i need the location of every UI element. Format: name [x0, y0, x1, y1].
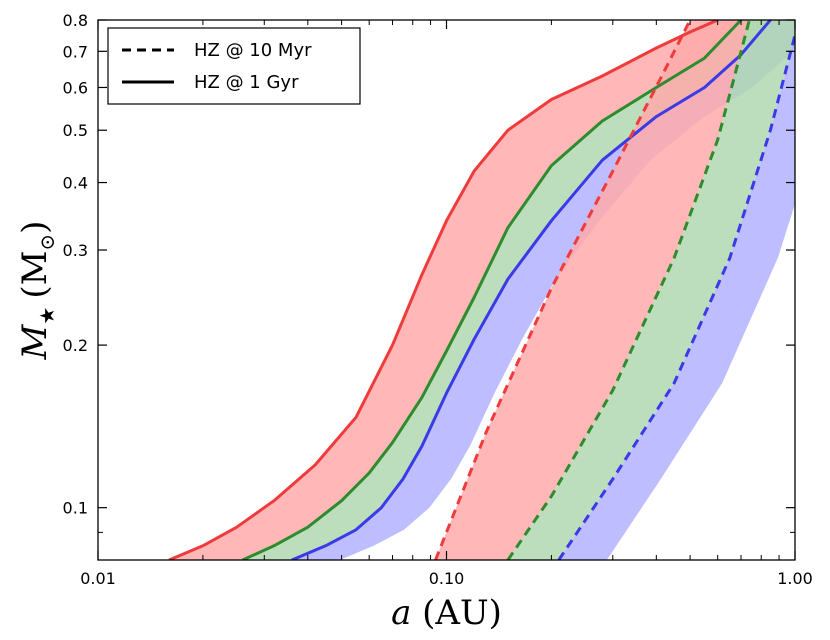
y-tick-label: 0.7 [63, 42, 88, 61]
x-tick-label: 0.01 [80, 569, 116, 588]
red-band-10-myr [435, 20, 750, 560]
blue-band-1-gyr [291, 20, 795, 560]
red-10-myr-edge-line [434, 20, 692, 560]
y-tick-label: 0.5 [63, 121, 88, 140]
y-axis-label-close: ) [15, 221, 55, 234]
axis-labels: a (AU) M★ (M⊙) [15, 221, 502, 633]
red-1-gyr-edge-line [168, 20, 719, 560]
blue-1-gyr-edge-line [291, 20, 772, 560]
blue-10-myr-edge-line [557, 34, 795, 560]
x-axis-label-unit: (AU) [422, 593, 502, 633]
x-tick-label: 1.00 [777, 569, 813, 588]
y-tick-label: 0.6 [63, 78, 88, 97]
y-axis-label-symbol: M [15, 323, 55, 360]
y-tick-label: 0.8 [63, 11, 88, 30]
legend-box [107, 27, 361, 105]
x-tick-label: 0.10 [429, 569, 465, 588]
x-axis-label: a (AU) [391, 593, 502, 633]
blue-band-10-myr [558, 20, 795, 560]
y-axis-label: M★ (M⊙) [15, 221, 59, 361]
legend-label-dashed: HZ @ 10 Myr [194, 40, 312, 61]
y-axis-label-star: ★ [35, 307, 59, 325]
green-10-myr-edge-line [506, 20, 751, 560]
legend-label-solid: HZ @ 1 Gyr [194, 72, 299, 93]
y-axis-label-unit: (M [15, 251, 55, 299]
y-tick-label: 0.4 [63, 174, 88, 193]
red-band-1-gyr [169, 20, 742, 560]
green-band-10-myr [507, 20, 795, 560]
y-axis-label-sun: ⊙ [35, 234, 59, 251]
series-lines [168, 20, 795, 560]
y-tick-label: 0.1 [63, 499, 88, 518]
x-axis-label-symbol: a [391, 593, 422, 633]
legend: HZ @ 10 Myr HZ @ 1 Gyr [107, 27, 361, 105]
y-tick-label: 0.2 [63, 336, 88, 355]
axes: 0.01 0.10 1.00 0.1 0.2 0.3 0.4 0.5 0.6 0.7 0.8 [63, 11, 813, 588]
y-tick-label: 0.3 [63, 241, 88, 260]
green-1-gyr-edge-line [241, 20, 743, 560]
